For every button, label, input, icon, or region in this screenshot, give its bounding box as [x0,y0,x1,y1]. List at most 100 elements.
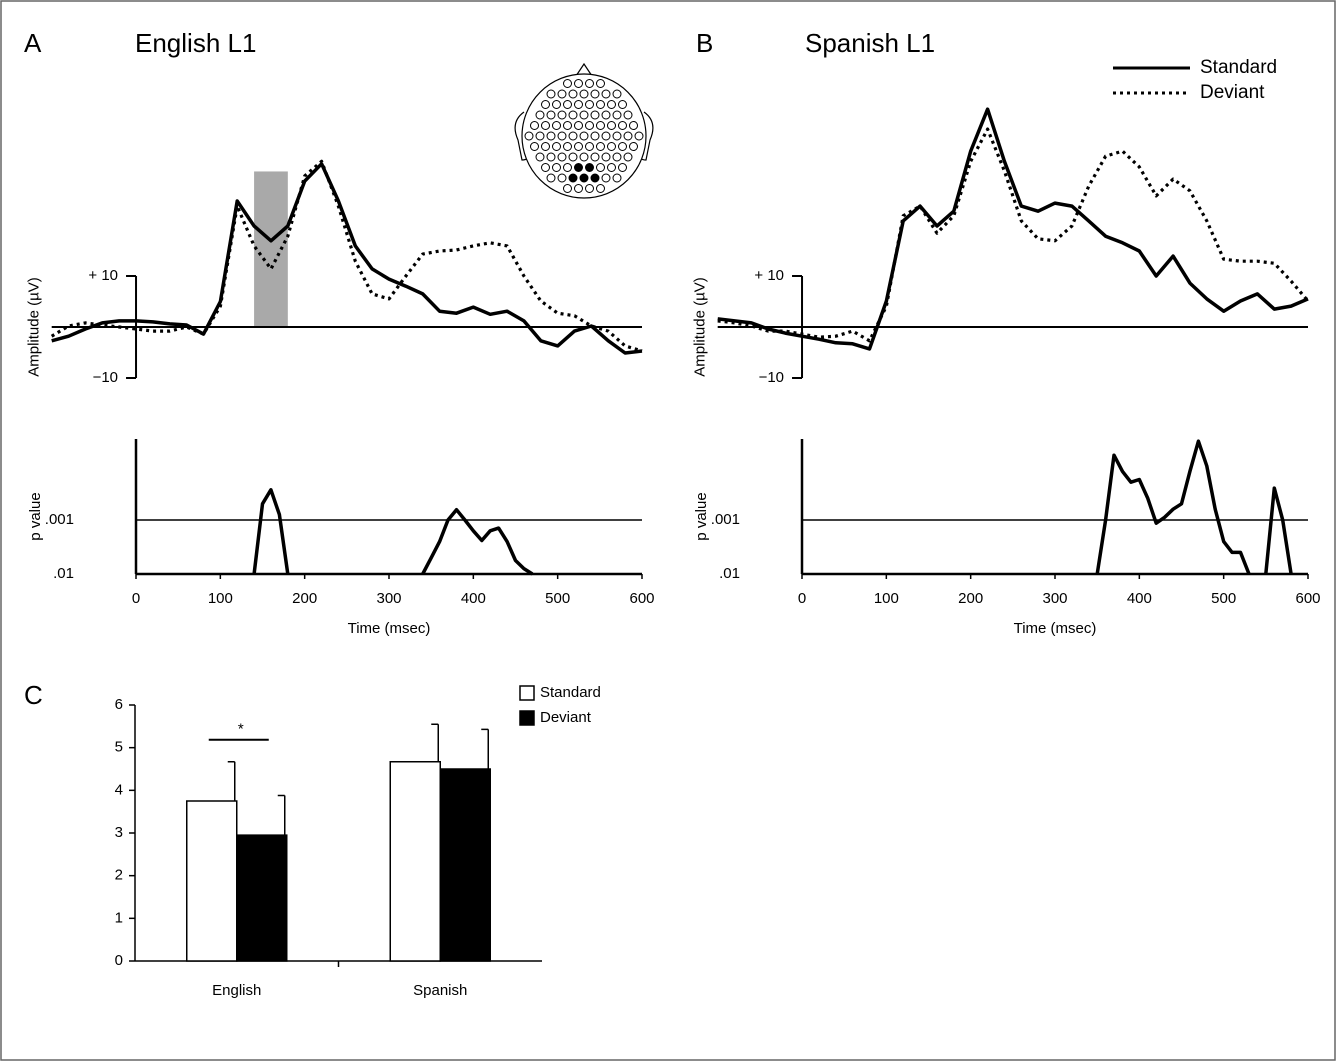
series-line [717,107,1309,351]
legend-label: Standard [540,684,601,701]
electrode [574,79,583,88]
x-axis-label: Time (msec) [348,620,431,637]
electrode [607,121,616,130]
electrode [563,184,572,193]
y-tick-label: .01 [719,565,740,582]
electrode [601,110,611,120]
electrode [541,100,550,109]
x-tick-label: 500 [1211,590,1236,607]
x-tick-label: 600 [629,590,654,607]
y-tick-label: .001 [711,511,740,528]
electrode [585,100,594,109]
electrode [568,152,578,162]
y-tick-label: 6 [115,696,123,713]
x-tick-label: 600 [1295,590,1320,607]
electrode [585,163,594,172]
electrode [546,152,556,162]
electrode [612,152,622,162]
electrode [623,131,633,141]
y-tick-label: 2 [115,867,123,884]
bar [236,834,288,962]
electrode [574,100,583,109]
electrode [596,121,605,130]
electrode [557,131,567,141]
electrode [552,100,561,109]
legend-label: Standard [1200,57,1277,78]
electrode [612,89,622,99]
legend-label: Deviant [1200,82,1265,103]
electrode [530,121,539,130]
electrode [557,89,567,99]
x-tick-label: 0 [798,590,806,607]
electrode [541,163,550,172]
y-tick-label: 4 [115,781,123,798]
electrode [590,152,600,162]
error-bar [227,760,236,801]
electrode [590,110,600,120]
x-tick-label: 500 [545,590,570,607]
electrode [557,110,567,120]
y-tick-label: −10 [93,369,118,386]
legend-swatch [519,685,535,701]
electrode [574,163,583,172]
electrode [585,79,594,88]
bar [389,760,441,962]
x-tick-label: 200 [958,590,983,607]
x-tick-label: 400 [1127,590,1152,607]
series-line [1095,439,1293,575]
electrode [552,121,561,130]
nose [575,62,593,77]
electrode [524,131,534,141]
x-tick-label: 300 [376,590,401,607]
electrode [546,131,556,141]
electrode [568,131,578,141]
electrodes [524,79,644,193]
electrode [563,163,572,172]
electrode [618,142,627,151]
electrode [629,121,638,130]
x-tick-label: 100 [874,590,899,607]
electrode [574,184,583,193]
electrode [596,142,605,151]
electrode [574,121,583,130]
electrode [546,89,556,99]
electrode [596,79,605,88]
panel-title: Spanish L1 [805,28,935,58]
electrode [546,110,556,120]
electrode [530,142,539,151]
series-line [717,127,1310,343]
significance-marker: * [238,721,244,738]
electrode [541,142,550,151]
x-tick-label: 300 [1042,590,1067,607]
electrode [618,163,627,172]
y-axis-label: p value [693,492,710,540]
series-line [50,159,643,353]
electrode [552,163,561,172]
x-tick-label: 400 [461,590,486,607]
electrode [607,163,616,172]
error-bar [481,728,489,769]
electrode [574,142,583,151]
panel-label: C [24,680,43,710]
electrode [563,100,572,109]
y-tick-label: −10 [759,369,784,386]
electrode [557,152,567,162]
error-bar [431,723,439,762]
electrode [596,184,605,193]
error-bar [277,794,286,836]
y-tick-label: 3 [115,824,123,841]
electrode [563,142,572,151]
panel-label: B [696,28,713,58]
electrode [585,142,594,151]
electrode [535,152,545,162]
y-tick-label: .01 [53,565,74,582]
electrode [601,131,611,141]
x-axis-label: Time (msec) [1014,620,1097,637]
electrode [623,152,633,162]
electrode [590,89,600,99]
electrode [541,121,550,130]
electrode [629,142,638,151]
electrode [590,173,600,183]
series-line [51,162,643,355]
